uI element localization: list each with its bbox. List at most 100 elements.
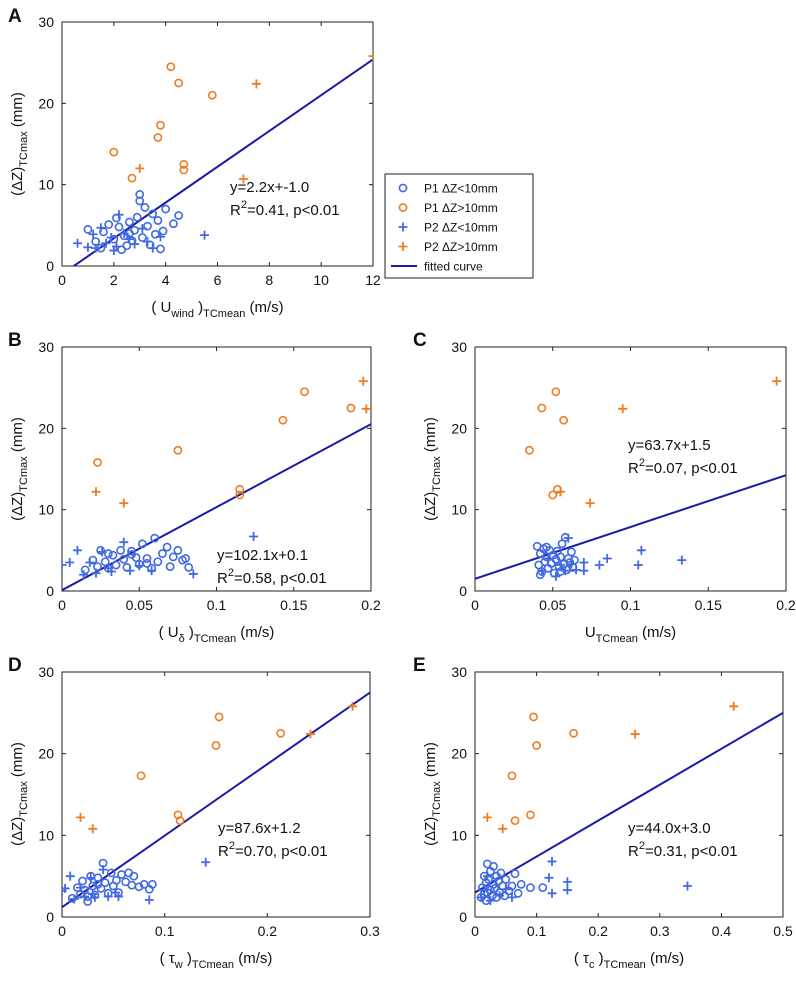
data-points [476,701,739,906]
point-p2-small [537,566,547,576]
point-p1-large [214,712,224,722]
point-p1-small [127,880,137,890]
x-tick-label: 0.4 [712,923,732,939]
point-p1-small [169,219,178,229]
point-p1-large [109,147,119,157]
legend-marker-plus [398,242,408,251]
point-p1-large [235,484,245,494]
point-p1-small [510,869,520,879]
point-p2-small [155,232,165,242]
point-p1-small [507,881,517,891]
point-p2-small [560,566,570,576]
point-p1-small [80,565,90,575]
panel-a: 0 2 4 6 8 10 12 0 10 20 30 (ΔZ)TCmax (mm) ( Uwind )T… [9,14,381,320]
point-p2-large [498,824,508,834]
x-tick-label: 0.05 [126,597,153,613]
point-p1-small [143,221,152,231]
x-tick-label: 6 [214,272,222,288]
point-p1-small [96,545,106,555]
y-tick-label: 0 [46,909,54,925]
point-p1-small [83,897,93,906]
point-p1-large [207,90,217,100]
point-p1-large [537,403,547,413]
legend-box [384,173,534,279]
point-p1-small [127,550,136,559]
point-p1-small [174,211,184,220]
x-tick-label: 0.2 [776,597,796,613]
panel-e: 0 0.1 0.2 0.3 0.4 0.5 0 10 20 30 (ΔZ)TCmax (mm) ( τ… [422,664,793,971]
point-p2-small [547,888,557,898]
point-p1-large [529,712,538,722]
point-p2-large [368,51,373,61]
fitted-curve [62,691,370,909]
point-p1-small [158,226,168,236]
point-p1-small [150,229,160,239]
point-p2-small [134,561,144,571]
point-p1-small [116,545,126,555]
y-tick-label: 10 [451,502,467,518]
point-p1-small [147,879,157,889]
x-tick-label: 0.3 [360,923,380,939]
point-p2-small [119,537,129,547]
point-p1-small [153,557,163,567]
point-p2-large [75,812,85,822]
point-p1-large [93,458,102,467]
point-p2-small [547,856,557,866]
x-tick-label: 0.2 [258,923,278,939]
point-p1-small [165,562,175,571]
legend-label: P2 ΔZ>10mm [424,240,498,254]
plot-frame [61,671,371,918]
x-tick-label: 2 [110,272,118,288]
data-points [525,376,782,581]
point-p2-small [130,239,140,249]
point-p1-large [510,816,520,826]
point-p2-small [109,246,119,256]
point-p2-small [85,558,95,568]
data-points [73,51,373,256]
point-p2-small [88,889,98,899]
point-p2-small [119,228,129,238]
point-p2-large [348,701,358,711]
x-tick-label: 10 [313,272,329,288]
point-p1-small [542,542,551,552]
point-p2-small [103,892,113,902]
data-points [62,701,358,906]
point-p1-large [179,159,189,169]
point-p2-small [65,871,75,881]
x-tick-label: 0.1 [155,923,175,939]
point-p1-small [489,861,498,871]
y-axis-label: (ΔZ)TCmax (mm) [9,417,30,521]
fit-equation: y=44.0x+3.0 [628,820,711,837]
point-p2-small [188,569,198,579]
x-tick-label: 0 [471,923,479,939]
point-p1-small [554,562,564,571]
point-p2-large [630,729,640,739]
point-p1-small [184,563,194,572]
point-p1-small [83,224,93,234]
point-p1-small [173,545,183,555]
fitted-curve [475,474,786,580]
point-p2-small [677,555,687,565]
plot-frame [474,671,784,918]
point-p1-small [142,554,152,563]
point-p2-small [551,571,561,581]
point-p1-large [276,728,286,738]
legend-label: P2 ΔZ<10mm [424,221,498,235]
point-p2-small [88,229,98,239]
panel-letter-d: D [8,655,22,676]
point-p1-small [106,868,116,878]
point-p1-small [538,883,548,892]
panel-d: 0 0.1 0.2 0.3 0 10 20 30 (ΔZ)TCmax (mm) ( τw )TCm… [9,664,380,971]
point-p1-large [153,133,163,142]
point-p2-small [98,865,108,875]
fit-r2: R2=0.41, p<0.01 [230,199,340,219]
point-p2-small [97,547,107,557]
point-p1-small [129,871,139,881]
x-tick-label: 0 [58,923,66,939]
y-tick-label: 0 [459,583,467,599]
point-p1-small [119,554,129,564]
data-points [62,376,371,580]
point-p2-small [113,892,123,902]
fit-equation: y=87.6x+1.2 [218,820,301,837]
y-tick-label: 20 [451,746,467,762]
